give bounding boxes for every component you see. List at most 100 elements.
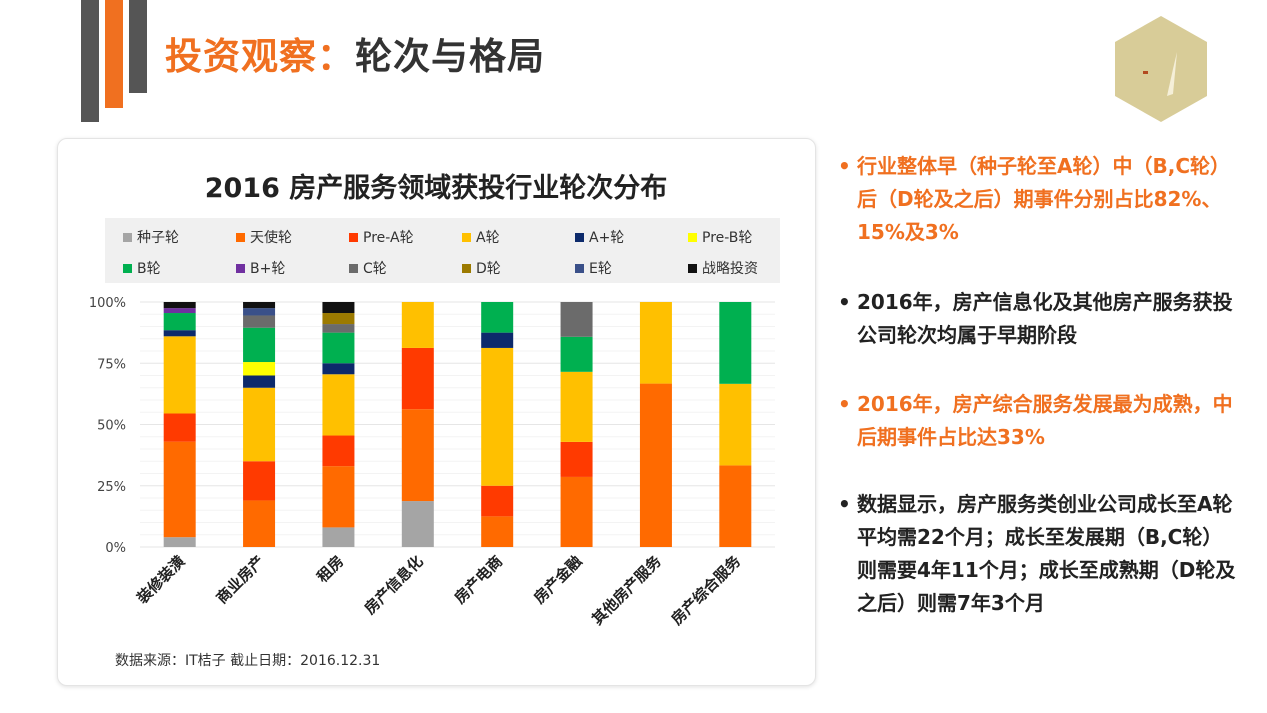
bar-segment-Pre-A轮 bbox=[163, 413, 196, 442]
bar-segment-A轮 bbox=[243, 387, 276, 462]
bar-segment-C轮 bbox=[560, 302, 593, 337]
bar-segment-天使轮 bbox=[401, 409, 434, 502]
x-category-label: 房产金融 bbox=[530, 552, 585, 607]
legend-item: Pre-B轮 bbox=[688, 227, 752, 247]
x-category-label: 商业房产 bbox=[213, 552, 268, 607]
bar-segment-B轮 bbox=[322, 332, 355, 364]
legend-item: A+轮 bbox=[575, 227, 624, 247]
bar-segment-种子轮 bbox=[401, 501, 434, 547]
y-tick-label: 100% bbox=[89, 296, 126, 311]
bar-segment-A+轮 bbox=[163, 330, 196, 337]
x-category-label: 其他房产服务 bbox=[588, 551, 665, 628]
y-tick-label: 75% bbox=[97, 357, 126, 372]
decor-bar-orange bbox=[105, 0, 123, 108]
legend-label: 天使轮 bbox=[250, 230, 292, 246]
insight-item: • 2016年，房产信息化及其他房产服务获投公司轮次均属于早期阶段 bbox=[838, 286, 1242, 352]
legend-label: A+轮 bbox=[589, 230, 625, 246]
bar-segment-B轮 bbox=[243, 327, 276, 363]
bar-segment-B+轮 bbox=[163, 308, 196, 314]
bar-segment-天使轮 bbox=[163, 441, 196, 538]
bar-segment-A轮 bbox=[639, 302, 672, 384]
chart-legend: 种子轮 天使轮 Pre-A轮 A轮 A+轮 Pre-B轮 B轮 B+轮 C轮 D轮 E轮 战略投资 bbox=[105, 218, 780, 283]
legend-label: Pre-B轮 bbox=[702, 230, 753, 246]
legend-item: C轮 bbox=[349, 258, 387, 278]
y-tick-label: 25% bbox=[97, 480, 126, 495]
legend-item: 种子轮 bbox=[123, 227, 179, 247]
legend-item: B轮 bbox=[123, 258, 161, 278]
x-category-label: 房产信息化 bbox=[361, 552, 427, 618]
x-category-label: 房产电商 bbox=[451, 552, 506, 607]
bar-segment-天使轮 bbox=[322, 466, 355, 528]
bar-segment-天使轮 bbox=[481, 516, 514, 547]
legend-swatch bbox=[123, 232, 132, 242]
legend-label: 战略投资 bbox=[702, 261, 758, 277]
bar-segment-B轮 bbox=[719, 302, 752, 384]
legend-item: A轮 bbox=[462, 227, 500, 247]
bar-segment-C轮 bbox=[243, 315, 276, 328]
bar-segment-A轮 bbox=[322, 374, 355, 436]
legend-swatch bbox=[123, 263, 132, 273]
bullet-icon: • bbox=[838, 392, 851, 416]
legend-item: D轮 bbox=[462, 258, 501, 278]
legend-label: Pre-A轮 bbox=[363, 230, 414, 246]
bar-segment-A轮 bbox=[719, 383, 752, 466]
hexagon-logo-icon bbox=[1115, 16, 1207, 122]
bar-segment-A+轮 bbox=[481, 332, 514, 348]
title-main: 轮次与格局 bbox=[355, 35, 545, 78]
bar-segment-A+轮 bbox=[243, 375, 276, 388]
bar-segment-战略投资 bbox=[163, 302, 196, 309]
bar-segment-D轮 bbox=[322, 313, 355, 325]
bar-segment-天使轮 bbox=[243, 500, 276, 547]
insight-item: • 行业整体早（种子轮至A轮）中（B,C轮）后（D轮及之后）期事件分别占比82%、… bbox=[838, 150, 1242, 249]
page-title: 投资观察：轮次与格局 bbox=[165, 26, 545, 80]
legend-label: E轮 bbox=[589, 261, 612, 277]
legend-item: B+轮 bbox=[236, 258, 285, 278]
bar-segment-种子轮 bbox=[163, 537, 196, 547]
chart-title: 2016 房产服务领域获投行业轮次分布 bbox=[205, 172, 668, 204]
bullet-icon: • bbox=[838, 154, 851, 178]
legend-swatch bbox=[236, 232, 245, 242]
title-accent: 投资观察： bbox=[165, 35, 355, 78]
legend-swatch bbox=[575, 232, 584, 242]
bar-segment-A轮 bbox=[163, 336, 196, 414]
bar-segment-A轮 bbox=[560, 371, 593, 442]
legend-item: 战略投资 bbox=[688, 258, 758, 278]
bar-segment-C轮 bbox=[322, 324, 355, 333]
legend-swatch bbox=[349, 232, 358, 242]
y-tick-label: 0% bbox=[105, 541, 126, 556]
legend-item: 天使轮 bbox=[236, 227, 292, 247]
insight-item: • 2016年，房产综合服务发展最为成熟，中后期事件占比达33% bbox=[838, 388, 1242, 454]
insight-text: 2016年，房产综合服务发展最为成熟，中后期事件占比达33% bbox=[857, 392, 1233, 449]
bullet-icon: • bbox=[838, 290, 851, 314]
legend-label: A轮 bbox=[476, 230, 500, 246]
bar-segment-天使轮 bbox=[719, 465, 752, 547]
x-category-label: 装修装潢 bbox=[133, 552, 189, 608]
bar-segment-Pre-B轮 bbox=[243, 362, 276, 376]
legend-swatch bbox=[462, 232, 471, 242]
bar-segment-B轮 bbox=[560, 336, 593, 372]
bar-segment-E轮 bbox=[243, 308, 276, 316]
decor-bar-gray-left bbox=[81, 0, 99, 122]
bar-segment-Pre-A轮 bbox=[322, 435, 355, 467]
legend-swatch bbox=[575, 263, 584, 273]
legend-swatch bbox=[236, 263, 245, 273]
bar-segment-天使轮 bbox=[639, 383, 672, 547]
y-tick-label: 50% bbox=[97, 419, 126, 434]
x-category-label: 租房 bbox=[313, 552, 347, 586]
data-source: 数据来源：IT桔子 截止日期：2016.12.31 bbox=[115, 653, 381, 669]
insight-text: 数据显示，房产服务类创业公司成长至A轮平均需22个月；成长至发展期（B,C轮）则… bbox=[857, 492, 1236, 615]
legend-swatch bbox=[688, 232, 697, 242]
legend-swatch bbox=[462, 263, 471, 273]
bar-segment-Pre-A轮 bbox=[560, 441, 593, 477]
bar-segment-A轮 bbox=[481, 347, 514, 486]
legend-swatch bbox=[688, 263, 697, 273]
bullet-icon: • bbox=[838, 492, 851, 516]
insight-text: 2016年，房产信息化及其他房产服务获投公司轮次均属于早期阶段 bbox=[857, 290, 1233, 347]
legend-label: 种子轮 bbox=[137, 230, 179, 246]
legend-item: E轮 bbox=[575, 258, 612, 278]
legend-item: Pre-A轮 bbox=[349, 227, 414, 247]
decor-bar-gray-right bbox=[129, 0, 147, 93]
bar-segment-A轮 bbox=[401, 302, 434, 348]
bar-segment-种子轮 bbox=[322, 527, 355, 547]
